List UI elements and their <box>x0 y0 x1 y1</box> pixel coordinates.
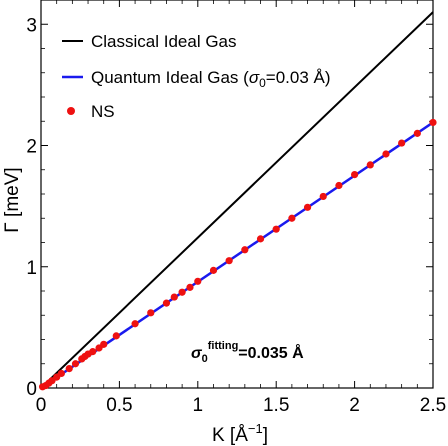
ns-data-point <box>429 118 437 127</box>
ns-data-point <box>131 320 139 328</box>
y-tick-label: 0 <box>26 379 37 400</box>
x-tick-label: 0.5 <box>106 395 132 416</box>
ns-data-point <box>147 309 155 317</box>
ns-data-point <box>162 299 171 307</box>
ns-data-point <box>112 332 120 340</box>
legend-label-ns: NS <box>91 102 115 121</box>
x-tick-label: 2 <box>349 395 360 416</box>
x-tick-label: 1.5 <box>263 395 289 416</box>
legend-swatch-ns <box>67 107 75 115</box>
ns-data-point <box>351 171 359 179</box>
x-axis-label: K [Å−1] <box>212 421 268 446</box>
y-tick-label: 1 <box>26 258 37 279</box>
tick-labels-group: 0 0.5 1 1.5 2 2.5 0 1 2 3 <box>26 15 446 416</box>
fit-annotation: σ0fitting=0.035 Å <box>191 340 304 365</box>
plot-frame <box>40 0 434 389</box>
ns-data-point <box>194 277 202 285</box>
ns-data-point <box>186 283 194 291</box>
ns-data-point <box>65 365 73 373</box>
plot-frame-group <box>40 0 434 389</box>
classical-ideal-gas-line <box>40 11 434 389</box>
legend-label-classical: Classical Ideal Gas <box>91 32 237 51</box>
ns-data-point <box>303 203 312 211</box>
ns-data-point <box>225 257 233 265</box>
ns-data-point <box>288 214 296 222</box>
ns-data-point <box>382 150 390 158</box>
y-tick-label: 3 <box>26 15 37 36</box>
ns-data-point <box>100 340 108 348</box>
ns-data-point <box>319 192 327 201</box>
series-group <box>38 11 437 391</box>
ns-data-point <box>89 348 97 356</box>
ns-data-point <box>256 235 265 243</box>
ns-data-point <box>71 360 80 368</box>
ns-data-point <box>335 181 343 190</box>
ns-data-point <box>170 293 178 301</box>
ns-data-point <box>366 161 374 169</box>
ns-data-point <box>398 139 406 147</box>
x-tick-label: 2.5 <box>420 395 446 416</box>
x-tick-label: 0 <box>36 395 47 416</box>
y-axis-label: Γ [meV] <box>2 167 23 232</box>
legend: Classical Ideal Gas Quantum Ideal Gas (σ… <box>62 32 331 121</box>
ns-data-point <box>413 129 421 137</box>
ns-data-point <box>57 369 65 378</box>
ns-data-point <box>209 266 218 274</box>
x-tick-label: 1 <box>193 395 204 416</box>
ns-data-point <box>178 288 186 296</box>
y-tick-label: 2 <box>26 137 37 158</box>
ns-data-point <box>241 246 249 254</box>
legend-label-quantum: Quantum Ideal Gas (σ0=0.03 Å) <box>91 68 331 90</box>
ns-data-point <box>272 225 280 233</box>
